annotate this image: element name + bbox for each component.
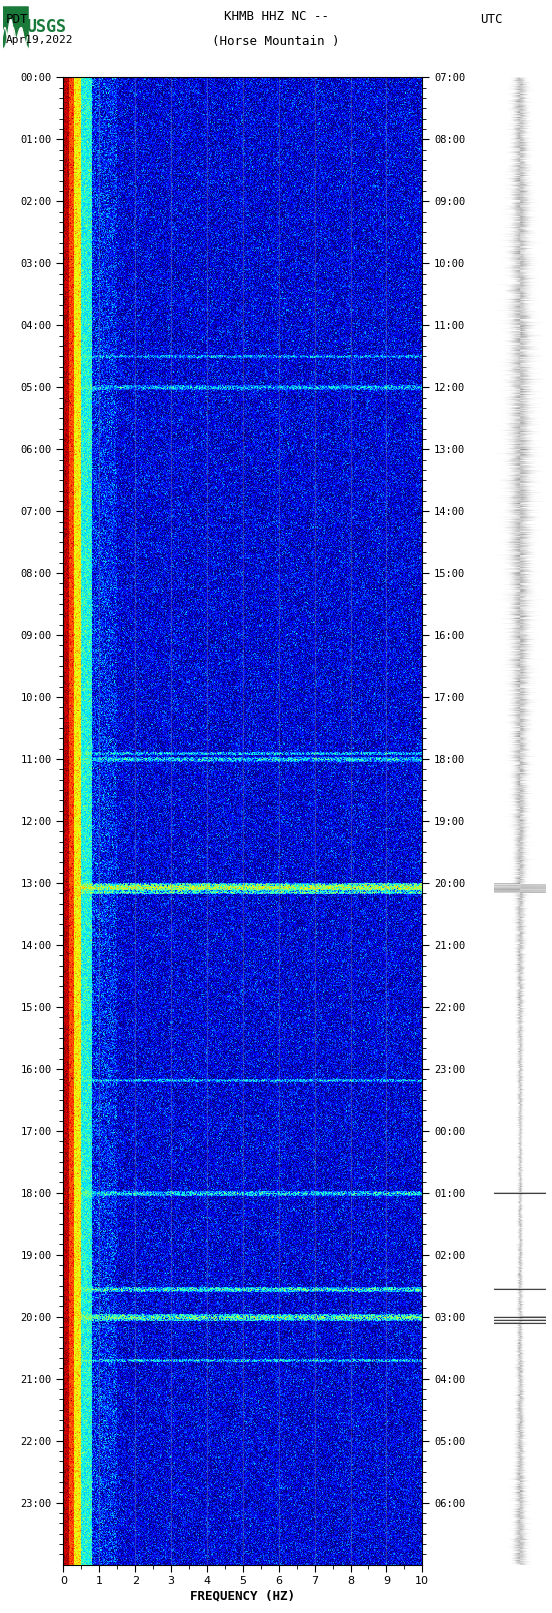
- Text: USGS: USGS: [26, 18, 66, 37]
- X-axis label: FREQUENCY (HZ): FREQUENCY (HZ): [190, 1589, 295, 1602]
- Text: KHMB HHZ NC --: KHMB HHZ NC --: [224, 10, 328, 23]
- Text: PDT: PDT: [6, 13, 28, 26]
- Text: Apr19,2022: Apr19,2022: [6, 35, 73, 45]
- Text: (Horse Mountain ): (Horse Mountain ): [213, 35, 339, 48]
- Text: UTC: UTC: [480, 13, 503, 26]
